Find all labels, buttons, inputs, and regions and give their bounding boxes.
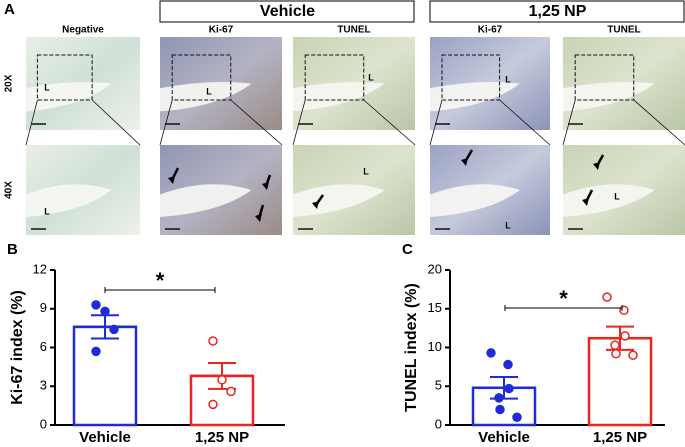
- bar: [72, 325, 138, 427]
- row-label: 40X: [4, 181, 15, 199]
- data-point: [494, 393, 504, 403]
- zoom-box: [171, 54, 232, 101]
- y-tick-label: 3: [40, 378, 47, 393]
- data-point: [91, 300, 101, 310]
- zoom-box: [441, 54, 501, 101]
- data-point: [495, 404, 505, 415]
- data-point: [217, 375, 227, 385]
- arrowhead: [312, 201, 319, 209]
- significance-marker: *: [156, 268, 165, 293]
- zoom-box: [574, 54, 635, 101]
- y-tick-label: 0: [40, 416, 47, 431]
- lumen: [293, 81, 385, 112]
- arrowhead: [255, 214, 262, 222]
- y-axis-label: Ki-67 index (%): [9, 290, 26, 405]
- x-tick-label: Vehicle: [478, 429, 530, 446]
- lumen: [26, 81, 112, 112]
- y-tick-label: 6: [40, 339, 47, 354]
- data-point: [620, 331, 630, 341]
- data-point: [512, 412, 522, 422]
- data-point: [208, 336, 218, 346]
- zoom-connector: [562, 99, 576, 146]
- zoom-connector: [25, 99, 38, 146]
- zoom-connector: [230, 99, 283, 146]
- lumen-label: L: [44, 206, 50, 216]
- data-point: [602, 292, 612, 302]
- column-label: TUNEL: [337, 25, 370, 36]
- group-header-box: [159, 0, 415, 23]
- data-point: [503, 359, 513, 370]
- data-point: [109, 324, 119, 335]
- row-label: 20X: [4, 74, 15, 92]
- panel-label: B: [7, 241, 18, 258]
- zoom-connector: [91, 99, 141, 146]
- x-tick-label: 1,25 NP: [195, 429, 249, 446]
- data-point: [610, 340, 620, 350]
- x-tick-label: Vehicle: [79, 429, 131, 446]
- lumen: [563, 184, 655, 217]
- arrowhead: [593, 162, 600, 170]
- column-label: Ki-67: [209, 25, 234, 36]
- x-tick-label: 1,25 NP: [593, 429, 647, 446]
- lumen-label: L: [505, 220, 511, 230]
- column-label: Negative: [62, 25, 104, 36]
- lumen-label: L: [614, 191, 620, 201]
- data-point: [504, 383, 514, 394]
- data-point: [91, 346, 101, 357]
- arrowhead: [168, 176, 175, 184]
- y-tick-label: 20: [428, 261, 442, 276]
- lumen-label: L: [363, 166, 369, 176]
- lumen: [160, 81, 252, 112]
- lumen-label: L: [44, 82, 50, 92]
- arrowhead: [262, 182, 269, 190]
- group-header-box: [429, 0, 685, 23]
- data-point: [226, 386, 236, 397]
- y-tick-label: 0: [435, 416, 442, 431]
- y-tick-label: 9: [40, 300, 47, 315]
- y-axis-label: TUNEL index (%): [403, 283, 420, 412]
- zoom-connector: [429, 99, 443, 146]
- zoom-box: [304, 54, 365, 101]
- data-point: [611, 348, 621, 359]
- lumen: [160, 184, 252, 217]
- arrowhead: [461, 158, 468, 166]
- y-tick-label: 10: [428, 339, 442, 354]
- zoom-box: [36, 54, 93, 101]
- data-point: [100, 306, 110, 317]
- group-header: Vehicle: [260, 3, 315, 20]
- data-point: [486, 348, 496, 358]
- panel-label: C: [402, 241, 413, 258]
- y-tick-label: 15: [428, 300, 442, 315]
- y-tick-label: 12: [33, 261, 47, 276]
- lumen-label: L: [505, 74, 511, 84]
- lumen: [293, 184, 385, 217]
- zoom-connector: [363, 99, 416, 146]
- lumen-label: L: [368, 72, 374, 82]
- zoom-connector: [159, 99, 173, 146]
- zoom-connector: [292, 99, 306, 146]
- lumen-label: L: [206, 86, 212, 96]
- significance-marker: *: [559, 286, 568, 311]
- y-tick-label: 5: [435, 378, 442, 393]
- data-point: [208, 399, 218, 410]
- lumen: [563, 81, 655, 112]
- lumen: [430, 81, 520, 112]
- lumen: [26, 184, 112, 217]
- group-header: 1,25 NP: [529, 3, 587, 20]
- data-point: [628, 350, 638, 360]
- zoom-connector: [633, 99, 685, 146]
- column-label: TUNEL: [607, 25, 640, 36]
- panel-label: A: [4, 1, 15, 18]
- arrowhead: [582, 198, 589, 206]
- zoom-connector: [499, 99, 551, 146]
- column-label: Ki-67: [478, 25, 503, 36]
- lumen: [430, 184, 520, 217]
